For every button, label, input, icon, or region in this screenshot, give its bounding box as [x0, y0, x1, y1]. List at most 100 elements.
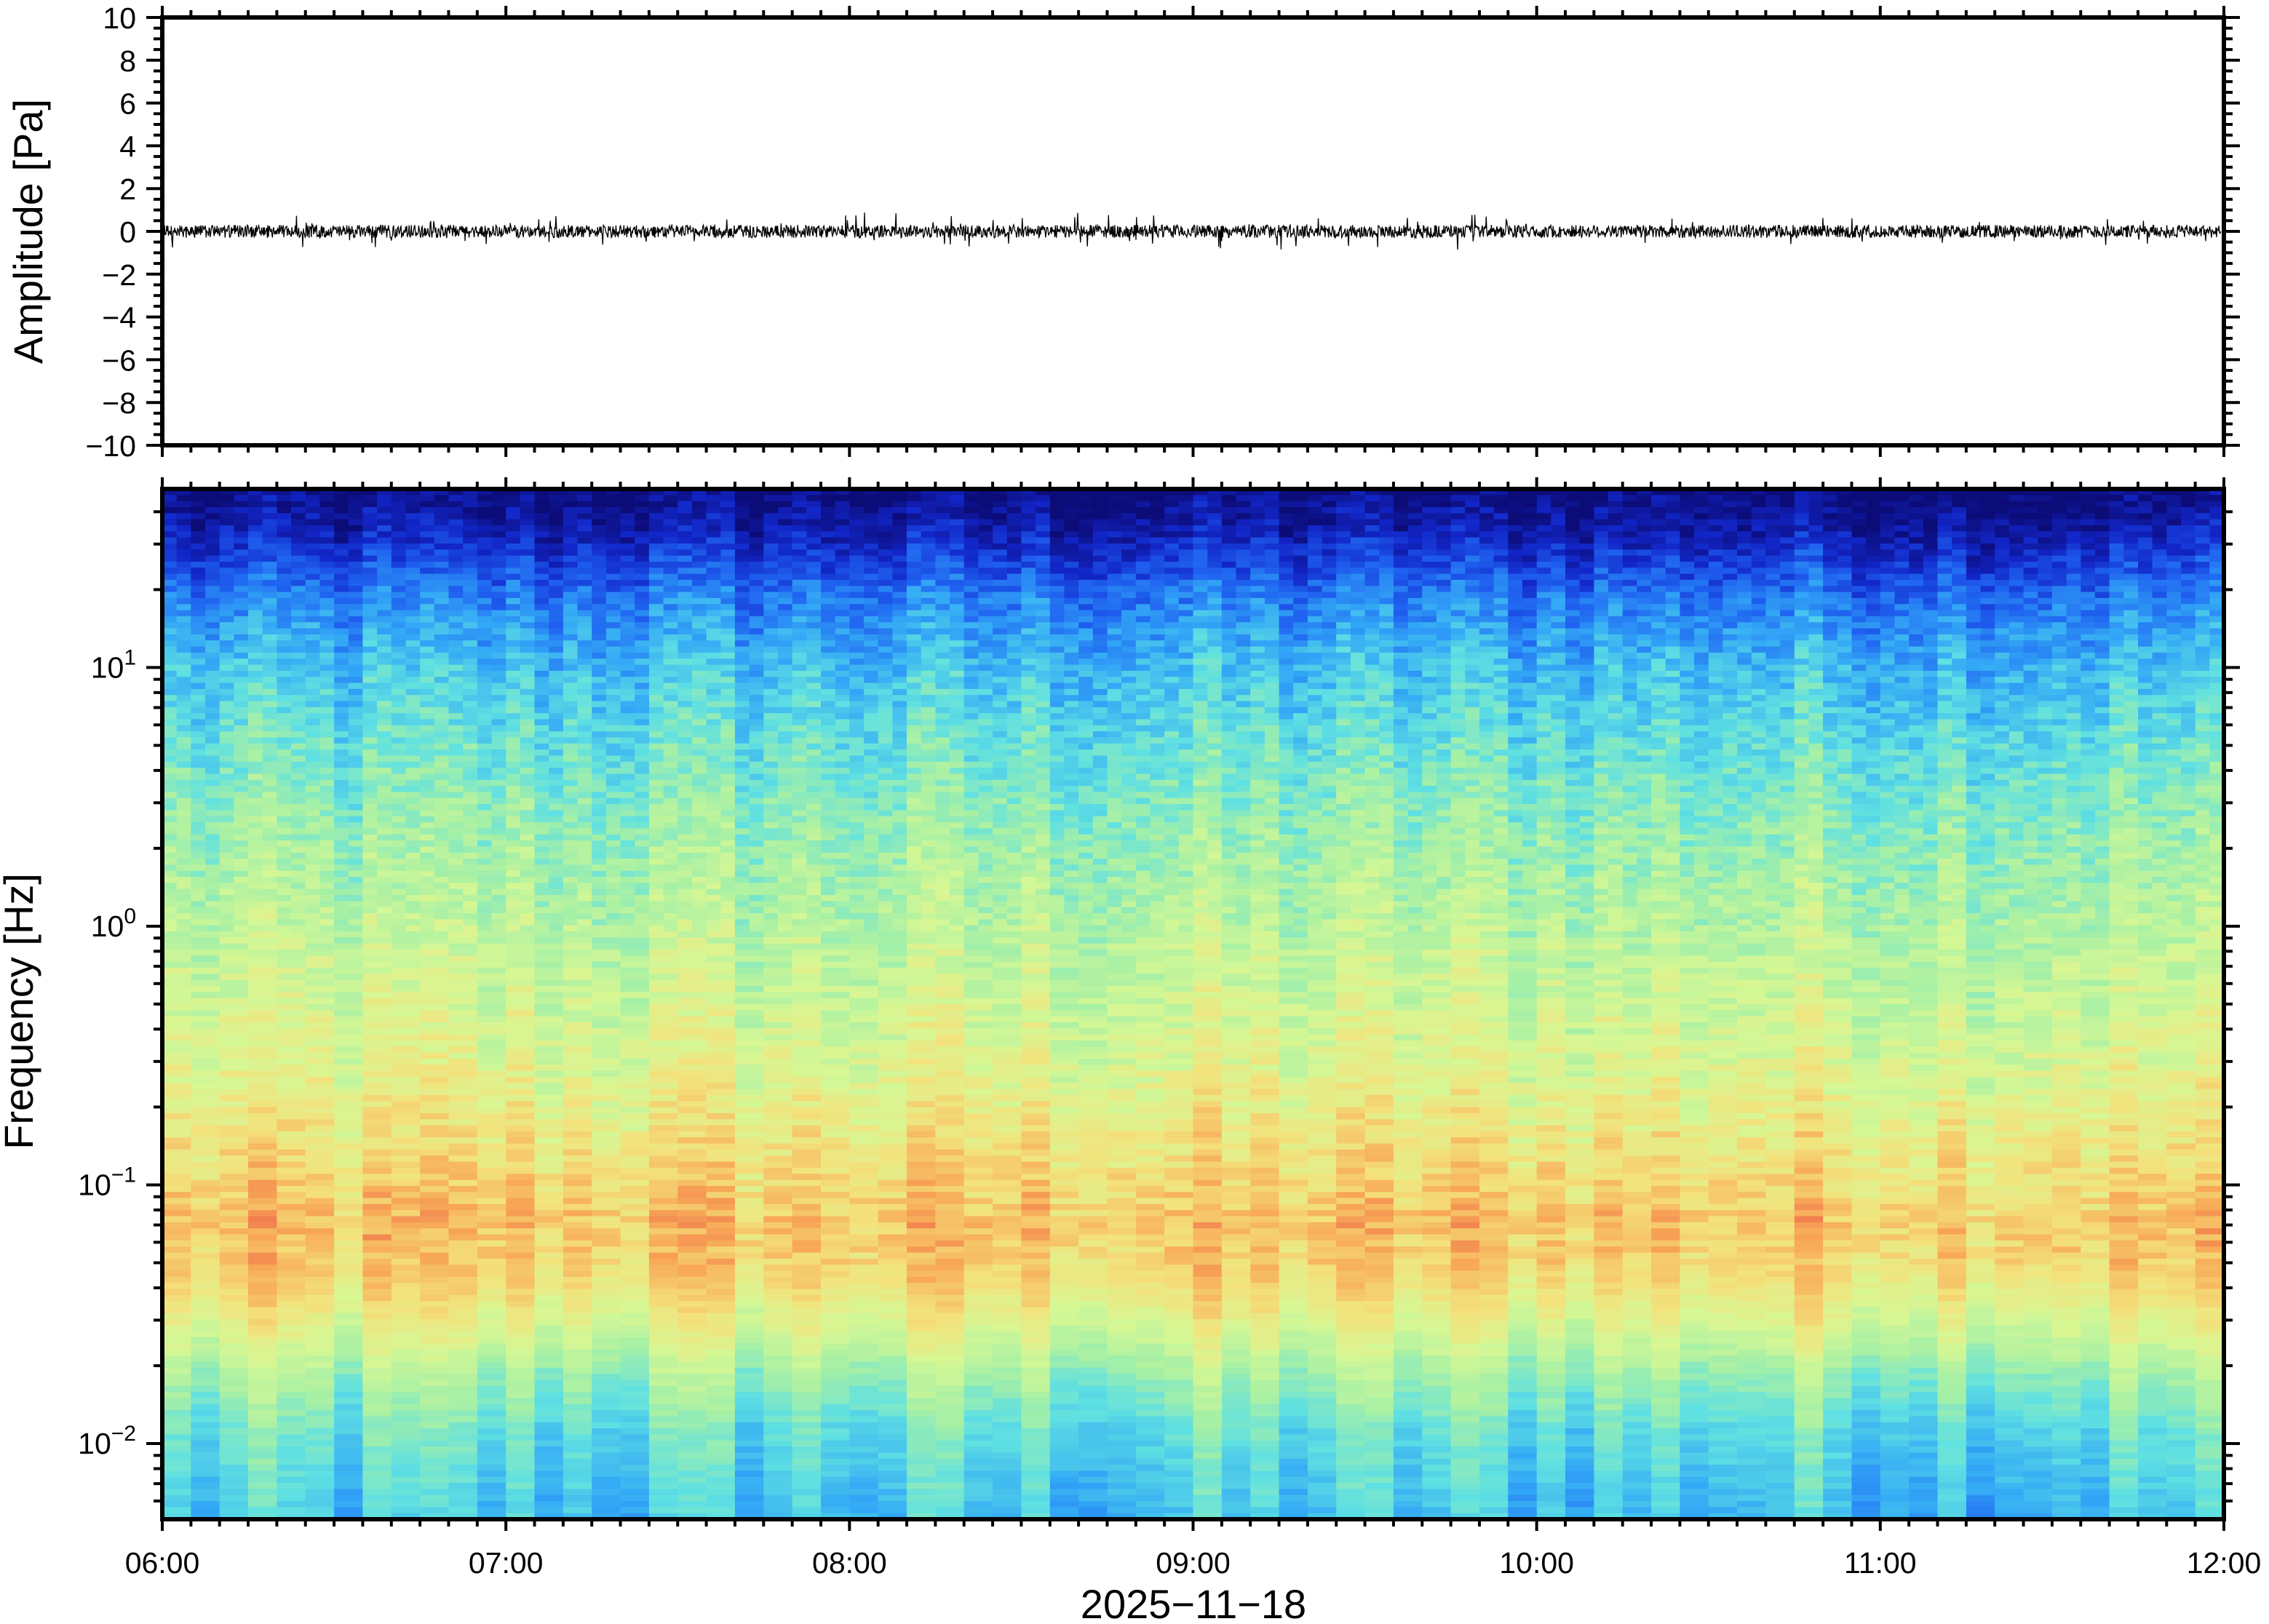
spectrogram-cell [892, 489, 907, 495]
spectrogram-cell [720, 604, 736, 611]
spectrogram-cell [806, 531, 822, 538]
spectrogram-cell [691, 531, 707, 538]
spectrogram-cell [1479, 544, 1495, 550]
spectrogram-cell [1064, 616, 1079, 623]
spectrogram-cell [620, 579, 635, 586]
spectrogram-cell [1207, 586, 1223, 593]
spectrogram-cell [1937, 622, 1952, 629]
spectrogram-cell [234, 519, 249, 526]
spectrogram-cell [1322, 537, 1337, 544]
spectrogram-cell [563, 610, 579, 617]
spectrogram-cell [549, 677, 564, 684]
spectrogram-cell [262, 634, 277, 641]
spectrogram-cell [1823, 677, 1838, 684]
spectrogram-cell [1565, 531, 1581, 538]
spectrogram-cell [1894, 658, 1910, 666]
spectrogram-cell [993, 622, 1008, 629]
spectrogram-cell [2152, 646, 2167, 653]
spectrogram-cell [549, 579, 564, 586]
spectrogram-cell [534, 597, 549, 605]
spectrogram-cell [2094, 604, 2110, 611]
spectrogram-cell [1307, 664, 1323, 672]
spectrogram-cell [1279, 658, 1294, 666]
spectrogram-cell [1164, 610, 1180, 617]
spectrogram-cell [1364, 537, 1380, 544]
spectrogram-cell [1121, 489, 1137, 495]
spectrogram-cell [677, 677, 693, 684]
spectrogram-cell [577, 610, 592, 617]
spectrogram-cell [1622, 640, 1637, 648]
spectrogram-cell [1436, 628, 1452, 635]
spectrogram-cell [2051, 531, 2067, 538]
spectrogram-cell [2008, 525, 2024, 532]
spectrogram-cell [305, 695, 320, 702]
spectrogram-cell [1479, 573, 1495, 581]
spectrogram-cell [1909, 658, 1924, 666]
spectrogram-cell [234, 555, 249, 562]
spectrogram-cell [1508, 604, 1523, 611]
spectrogram-cell [1450, 677, 1466, 684]
spectrogram-cell [2209, 688, 2225, 696]
spectrogram-cell [635, 544, 650, 550]
spectrogram-cell [205, 568, 220, 575]
spectrogram-cell [2066, 507, 2081, 514]
spectrogram-cell [935, 658, 950, 666]
spectrogram-cell [1493, 537, 1509, 544]
spectrogram-cell [477, 579, 493, 586]
spectrogram-cell [1121, 695, 1137, 702]
spectrogram-cell [706, 501, 721, 508]
spectrogram-cell [1207, 531, 1223, 538]
spectrogram-cell [1006, 562, 1022, 568]
spectrogram-cell [605, 634, 621, 641]
spectrogram-cell [1135, 555, 1151, 562]
spectrogram-cell [907, 531, 922, 538]
spectrogram-cell [1594, 658, 1609, 666]
spectrogram-cell [1021, 646, 1036, 653]
spectrogram-cell [205, 513, 220, 520]
spectrogram-cell [1794, 646, 1810, 653]
spectrogram-cell [1121, 555, 1137, 562]
spectrogram-cell [2109, 531, 2124, 538]
spectrogram-cell [2195, 688, 2210, 696]
spectrogram-cell [1708, 495, 1724, 502]
spectrogram-cell [835, 531, 850, 538]
spectrogram-cell [1379, 682, 1394, 690]
spectrogram-cell [1880, 682, 1896, 690]
spectrogram-cell [362, 513, 378, 520]
spectrogram-cell [1909, 688, 1924, 696]
spectrogram-cell [663, 495, 678, 502]
spectrogram-cell [377, 682, 392, 690]
spectrogram-cell [577, 604, 592, 611]
spectrogram-cell [2023, 544, 2038, 550]
spectrogram-cell [1407, 664, 1423, 672]
spectrogram-cell [2038, 628, 2053, 635]
spectrogram-cell [248, 513, 263, 520]
spectrogram-cell [1952, 664, 1967, 672]
spectrogram-cell [835, 616, 850, 623]
spectrogram-cell [1107, 555, 1122, 562]
spectrogram-cell [1608, 652, 1624, 659]
spectrogram-cell [463, 555, 478, 562]
spectrogram-cell [1150, 664, 1165, 672]
spectrogram-cell [1851, 531, 1867, 538]
spectrogram-cell [1193, 592, 1208, 599]
spectrogram-cell [1307, 646, 1323, 653]
spectrogram-cell [205, 658, 220, 666]
spectrogram-cell [534, 640, 549, 648]
spectrogram-cell [1694, 586, 1709, 593]
spectrogram-cell [162, 525, 178, 532]
spectrogram-cell [1637, 507, 1652, 514]
spectrogram-cell [1923, 592, 1939, 599]
spectrogram-cell [1393, 622, 1409, 629]
spectrogram-cell [1708, 544, 1724, 550]
spectrogram-cell [463, 622, 478, 629]
spectrogram-cell [1808, 592, 1824, 599]
spectrogram-cell [2209, 544, 2225, 550]
spectrogram-cell [377, 604, 392, 611]
spectrogram-cell [2008, 604, 2024, 611]
spectrogram-cell [2066, 646, 2081, 653]
spectrogram-cell [191, 519, 206, 526]
spectrogram-cell [1937, 677, 1952, 684]
spectrogram-cell [1708, 664, 1724, 672]
spectrogram-cell [1637, 562, 1652, 568]
